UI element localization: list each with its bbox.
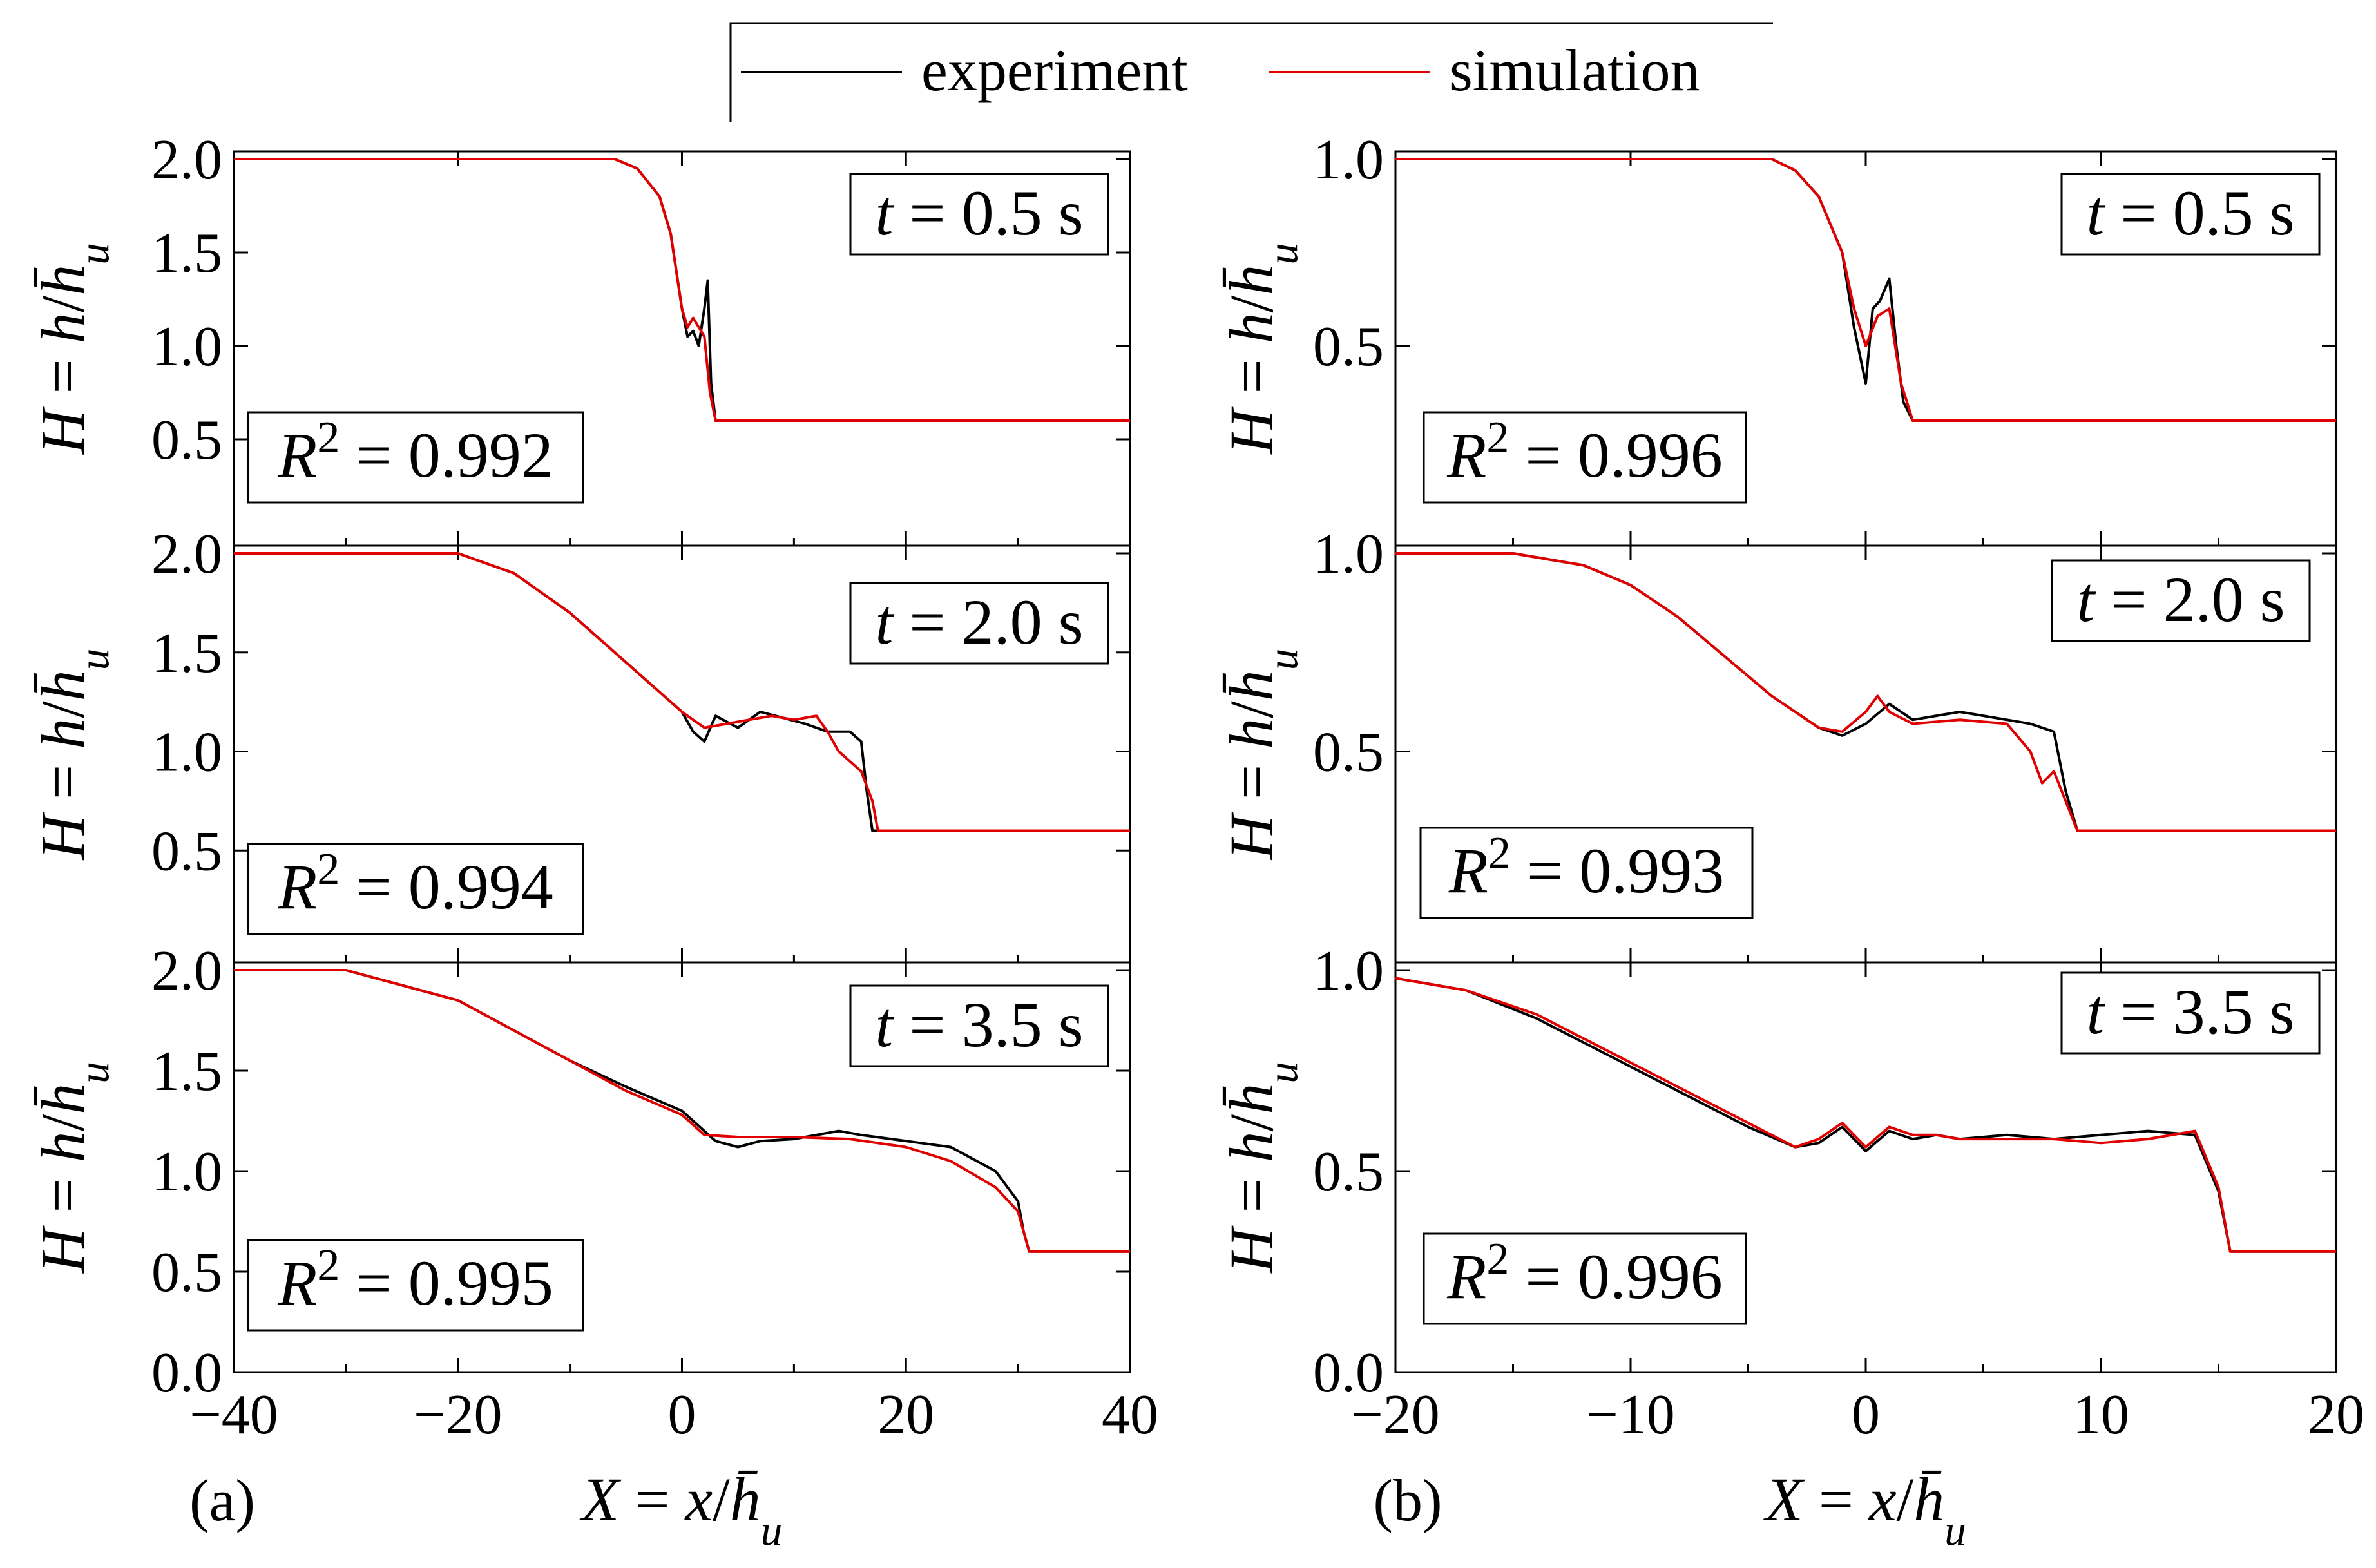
y-tick-label: 0.0 — [1313, 1342, 1384, 1404]
series-simulation — [1395, 552, 2336, 832]
time-label: t = 0.5 s — [875, 177, 1083, 249]
series-experiment — [234, 969, 1130, 1253]
y-axis-label: H = h/h̄u — [28, 1062, 118, 1274]
y-tick-label: 1.0 — [151, 722, 222, 784]
y-tick-label: 1.0 — [151, 316, 222, 378]
series-experiment — [1395, 977, 2336, 1253]
y-tick-label: 0.5 — [1313, 722, 1384, 784]
x-tick-label: 20 — [2308, 1384, 2364, 1446]
y-tick-label: 1.0 — [151, 1141, 222, 1203]
r2-label-box — [1423, 411, 1747, 504]
r2-label-box — [1423, 1232, 1747, 1325]
subplot-3: 0.0 0.5 1.0 1.5 2.0 t = 3.5 s R2 = 0.995 H = h/… — [28, 940, 1131, 1404]
y-tick-label: 1.0 — [1313, 523, 1384, 586]
y-tick-label: 2.0 — [151, 523, 222, 586]
x-tick-label: 0 — [1852, 1384, 1880, 1446]
time-label: t = 3.5 s — [875, 989, 1083, 1060]
y-axis-label: H = h/h̄u — [1217, 243, 1307, 455]
r2-label-box — [247, 843, 584, 935]
series-simulation — [1395, 977, 2336, 1253]
time-label: t = 0.5 s — [2086, 177, 2294, 249]
time-label-box — [849, 984, 1109, 1067]
y-tick-label: 1.0 — [1313, 940, 1384, 1002]
y-tick-label: 1.0 — [1313, 129, 1384, 191]
time-label-box — [2060, 173, 2321, 256]
series-simulation — [234, 158, 1130, 422]
x-tick-label: 10 — [2073, 1384, 2129, 1446]
r2-label: R2 = 0.993 — [1448, 828, 1725, 907]
subplot-1: 0.5 1.0 t = 0.5 s R2 = 0.996 H = h/h̄u — [1217, 129, 2337, 547]
series-simulation — [1395, 158, 2336, 422]
x-tick-label: 40 — [1102, 1384, 1158, 1446]
panel-a: 0.5 1.0 1.5 2.0 t = 0.5 s R2 = 0.992 H = h/h̄u… — [28, 129, 1158, 1554]
subplot-3: 0.0 0.5 1.0 t = 3.5 s R2 = 0.996 H = h/h̄u — [1217, 940, 2337, 1404]
x-axis-label: X = x/h̄u — [579, 1465, 783, 1554]
y-axis-label: H = h/h̄u — [1217, 1062, 1307, 1274]
time-label: t = 2.0 s — [875, 586, 1083, 658]
r2-label: R2 = 0.994 — [277, 845, 553, 923]
x-tick-label: 0 — [668, 1384, 696, 1446]
y-tick-label: 0.5 — [151, 820, 222, 883]
r2-label: R2 = 0.992 — [277, 413, 553, 492]
r2-label: R2 = 0.995 — [277, 1241, 553, 1319]
y-tick-label: 0.0 — [151, 1342, 222, 1404]
y-tick-label: 1.5 — [151, 222, 222, 285]
series-simulation — [234, 552, 1130, 832]
x-tick-label: −20 — [414, 1384, 503, 1446]
legend-frame — [729, 22, 1773, 122]
y-tick-label: 2.0 — [151, 940, 222, 1002]
subplot-2: 0.5 1.0 1.5 2.0 t = 2.0 s R2 = 0.994 H = h/h̄u — [28, 523, 1131, 964]
time-label: t = 3.5 s — [2086, 976, 2294, 1047]
x-tick-label: −40 — [189, 1384, 278, 1446]
subplot-1: 0.5 1.0 1.5 2.0 t = 0.5 s R2 = 0.992 H = h/h̄u — [28, 129, 1131, 547]
y-tick-label: 0.5 — [151, 1241, 222, 1304]
panels: 0.5 1.0 1.5 2.0 t = 0.5 s R2 = 0.992 H = h/h̄u… — [28, 129, 2364, 1554]
x-tick-label: 20 — [877, 1384, 934, 1446]
panel-label: (a) — [189, 1468, 255, 1533]
panel-label: (b) — [1373, 1468, 1442, 1533]
r2-label-box — [1419, 827, 1754, 919]
time-label-box — [2060, 971, 2321, 1055]
time-label-box — [2051, 559, 2311, 642]
time-label-box — [849, 582, 1109, 665]
r2-label-box — [247, 1239, 584, 1332]
time-label-box — [849, 173, 1109, 256]
x-tick-label: −10 — [1586, 1384, 1675, 1446]
subplot-2: 0.5 1.0 t = 2.0 s R2 = 0.993 H = h/h̄u — [1217, 523, 2337, 964]
x-axis-label: X = x/h̄u — [1763, 1465, 1966, 1554]
series-simulation — [234, 969, 1130, 1253]
y-tick-label: 1.5 — [151, 622, 222, 685]
y-tick-label: 1.5 — [151, 1040, 222, 1103]
legend-simulation-label: simulation — [1450, 37, 1700, 103]
legend: experiment simulation — [729, 22, 1773, 122]
y-axis-label: H = h/h̄u — [1217, 649, 1307, 861]
y-tick-label: 0.5 — [151, 409, 222, 472]
time-label: t = 2.0 s — [2076, 564, 2285, 635]
y-tick-label: 0.5 — [1313, 316, 1384, 378]
legend-experiment-label: experiment — [921, 37, 1188, 103]
r2-label: R2 = 0.996 — [1446, 1234, 1723, 1313]
y-axis-label: H = h/h̄u — [28, 243, 118, 455]
y-tick-label: 2.0 — [151, 129, 222, 191]
y-tick-label: 0.5 — [1313, 1141, 1384, 1203]
x-tick-label: −20 — [1351, 1384, 1440, 1446]
r2-label: R2 = 0.996 — [1446, 413, 1723, 492]
y-axis-label: H = h/h̄u — [28, 649, 118, 861]
r2-label-box — [247, 411, 584, 504]
